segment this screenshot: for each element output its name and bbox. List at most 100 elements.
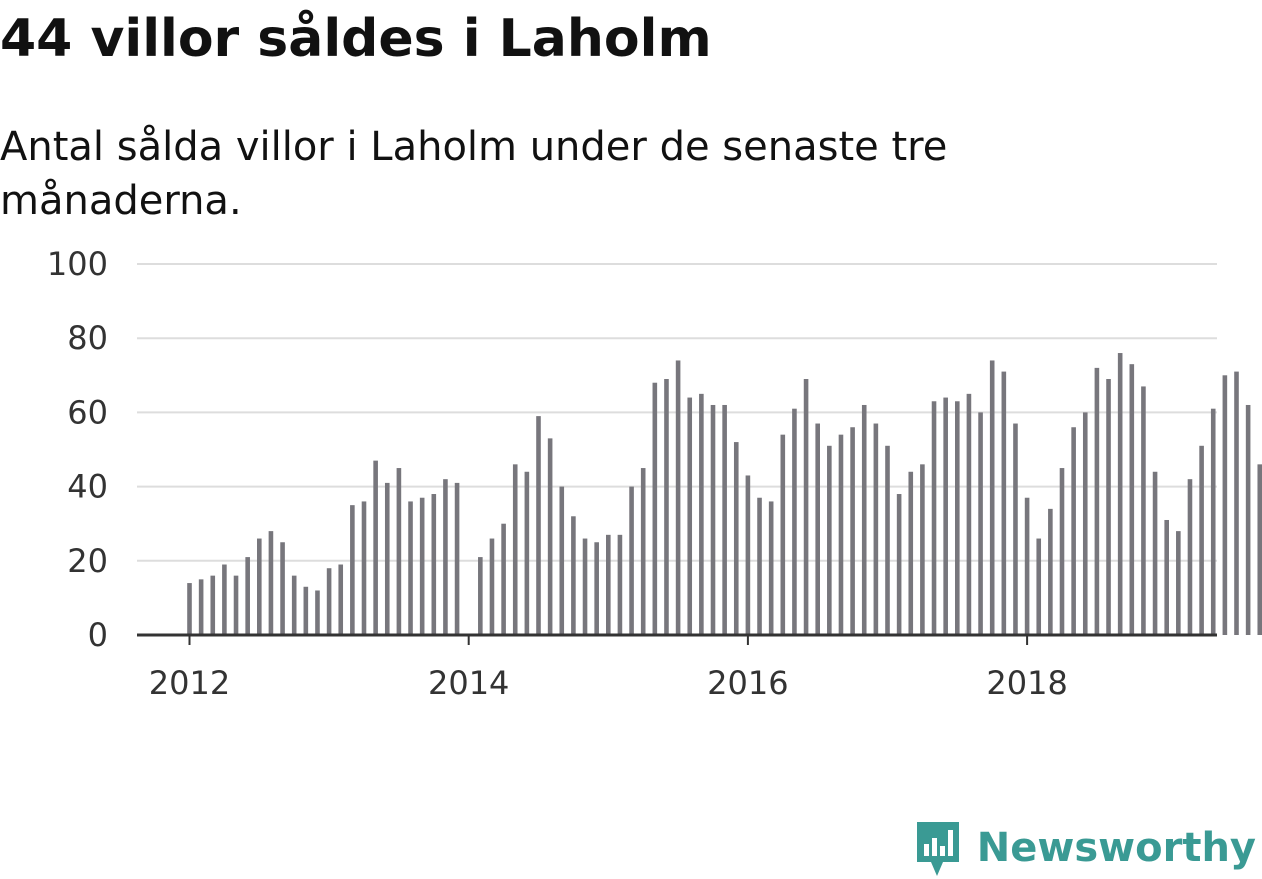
bar [198,579,204,635]
bar [943,397,948,635]
bar [280,542,285,635]
bar [745,475,751,635]
bar [885,445,890,635]
bar [1024,497,1030,635]
bar [1036,538,1042,635]
bar [955,401,960,635]
bar [1106,379,1111,635]
bar [1048,508,1053,635]
bar [338,564,344,635]
bar [1222,375,1228,635]
bar [291,575,297,635]
bar [768,501,774,635]
bar [489,538,495,635]
bar [373,460,378,635]
x-tick-label: 2018 [986,664,1067,702]
y-axis-ticks: 0 20 40 60 80 100 [47,245,108,654]
bar [629,486,634,635]
bar [303,586,309,635]
y-tick-label: 60 [67,393,108,431]
bar [396,468,402,635]
bars [187,353,1262,635]
bar [419,497,425,635]
bar [1199,445,1204,635]
newsworthy-logo-icon [916,822,959,876]
bar [931,401,937,635]
bar [361,501,367,635]
bar [1257,464,1262,635]
x-axis-ticks: 20122014201620182020202220242026 [149,635,1068,702]
bar [233,575,239,635]
bar [699,393,704,635]
bar [536,416,541,635]
y-tick-label: 40 [67,468,108,506]
bar [827,445,832,635]
bar [443,479,448,635]
bar [1187,479,1193,635]
bar [896,494,902,635]
bar [478,557,483,635]
bar [1141,386,1146,635]
bar [408,501,413,635]
bar [664,379,669,635]
bar [966,393,972,635]
bar [268,531,274,635]
bar [210,575,216,635]
bar [547,438,553,635]
bar [571,516,576,635]
bar [582,538,588,635]
bar [454,482,460,635]
bar [978,412,983,635]
chart-title: 44 villor såldes i Laholm [0,9,712,69]
x-tick-label: 2014 [428,664,509,702]
bar [222,564,227,635]
y-tick-label: 80 [67,319,108,357]
bar [710,404,716,635]
bar [803,379,809,635]
bar [512,464,518,635]
bar [1129,364,1135,635]
bar [1210,408,1216,635]
bar [431,494,437,635]
bar [350,505,355,635]
bar [1164,519,1169,635]
bar [733,442,739,635]
bar [815,423,820,635]
brand-logo[interactable]: Newsworthy [913,818,1256,878]
bar [594,542,599,635]
x-tick-label: 2016 [707,664,788,702]
bar [780,434,786,635]
bar [1152,471,1158,635]
bar [675,360,681,635]
bar [920,464,925,635]
bar [606,534,611,635]
brand-name: Newsworthy [976,825,1256,871]
bar [838,434,844,635]
bar [722,404,727,635]
bar [873,423,879,635]
bar [850,427,855,635]
bar [792,408,797,635]
chart-subtitle: Antal sålda villor i Laholm under de sen… [0,124,948,224]
bar [1071,427,1076,635]
bar [757,497,762,635]
bar [326,568,332,635]
bar [1013,423,1018,635]
bar [245,557,250,635]
bar [1245,404,1251,635]
bar [1094,367,1100,635]
bar [1001,371,1007,635]
bar [1117,353,1123,635]
y-tick-label: 100 [47,245,108,283]
bar [187,583,192,635]
bar [640,468,646,635]
bar [1082,412,1088,635]
bar [1059,468,1065,635]
bar [257,538,262,635]
bar [1176,531,1181,635]
bar [501,523,506,635]
x-tick-label: 2012 [149,664,230,702]
bar [315,590,320,635]
bar [861,404,867,635]
bar [617,534,623,635]
